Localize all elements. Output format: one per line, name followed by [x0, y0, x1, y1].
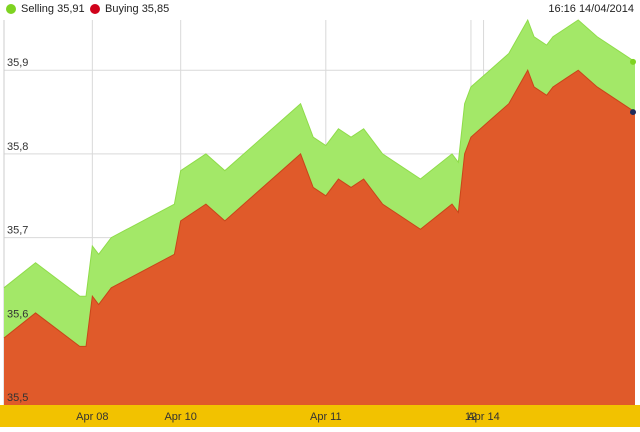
- timestamp: 16:16 14/04/2014: [548, 3, 634, 15]
- x-axis-band: [0, 405, 640, 427]
- selling-legend-dot-icon: [6, 4, 16, 14]
- x-tick-label-extra: 12: [465, 411, 477, 423]
- series-line-selling: [3, 18, 636, 297]
- y-tick-label: 35,9: [7, 57, 28, 69]
- series-area-buying: [4, 70, 635, 405]
- buying-legend-dot-icon: [90, 4, 100, 14]
- x-tick-label: Apr 14: [467, 411, 499, 423]
- x-tick-label: Apr 10: [164, 411, 196, 423]
- buying-endpoint-marker: [630, 109, 636, 116]
- legend-item-selling[interactable]: Selling 35,91: [6, 3, 85, 15]
- legend-label-buying: Buying 35,85: [105, 3, 170, 15]
- y-axis-ticks: 35,5 35,6 35,7 35,8 35,9: [7, 57, 28, 404]
- series-line-buying: [3, 69, 636, 347]
- legend-item-buying[interactable]: Buying 35,85: [90, 3, 169, 15]
- y-tick-label: 35,6: [7, 308, 28, 320]
- series-areas: [3, 18, 636, 405]
- x-tick-label: Apr 08: [76, 411, 108, 423]
- series-endpoints: [630, 58, 636, 116]
- y-tick-label: 35,8: [7, 141, 28, 153]
- selling-endpoint-marker: [630, 58, 636, 65]
- y-tick-label: 35,7: [7, 225, 28, 237]
- y-tick-label: 35,5: [7, 392, 28, 404]
- x-tick-label: Apr 11: [310, 411, 342, 423]
- legend-label-selling: Selling 35,91: [21, 3, 85, 15]
- legend: Selling 35,91 Buying 35,85 16:16 14/04/2…: [0, 0, 640, 20]
